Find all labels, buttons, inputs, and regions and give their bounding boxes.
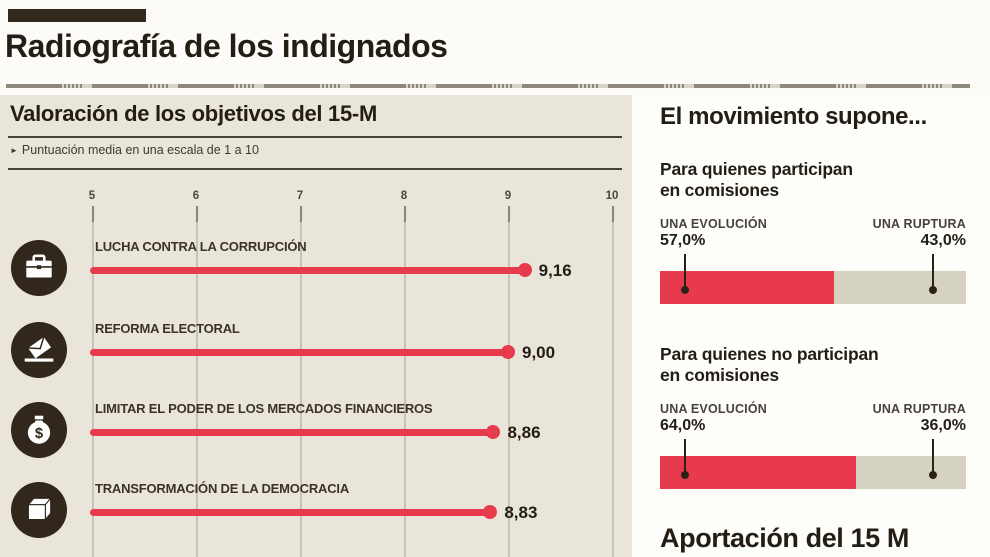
stacked-bar [660,271,966,304]
category-label: LUCHA CONTRA LA CORRUPCIÓN [95,239,307,254]
gridline [92,206,94,557]
kicker-bar [8,9,146,22]
chart-title: Valoración de los objetivos del 15-M [10,101,377,126]
ruptura-value: 36,0% [920,417,966,434]
ruptura-label: UNA RUPTURA [872,402,966,416]
axis-tick-label: 8 [400,190,408,202]
evolution-label: UNA EVOLUCIÓN [660,217,768,231]
page-title: Radiografía de los indignados [5,28,448,64]
bar-democracy [90,505,498,519]
ruptura-segment [834,271,966,304]
non-participants-section: Para quienes no participan en comisiones… [660,344,966,494]
section-heading: Para quienes no participan [660,344,879,364]
evolution-label-block: UNA EVOLUCIÓN 57,0% [660,217,767,250]
evolution-segment [660,456,856,489]
label-row: UNA EVOLUCIÓN 64,0% UNA RUPTURA 36,0% [660,402,966,435]
label-row: UNA EVOLUCIÓN 57,0% UNA RUPTURA 43,0% [660,217,966,250]
gridline [404,206,406,557]
section-heading: Para quienes participan [660,159,853,179]
participants-section: Para quienes participan en comisiones UN… [660,159,966,309]
ruptura-value: 43,0% [920,232,966,249]
value-label: 8,86 [507,423,541,442]
briefcase-icon [11,240,67,296]
movement-panel: El movimiento supone... Para quienes par… [632,95,990,557]
evolution-value: 57,0% [660,232,706,249]
ruptura-label: UNA RUPTURA [872,217,966,231]
bar-dot [501,345,515,359]
chart-subtitle: ► Puntuación media en una escala de 1 a 1… [10,143,259,157]
axis-tick-label: 10 [605,190,619,202]
section-heading: en comisiones [660,180,779,200]
category-label: TRANSFORMACIÓN DE LA DEMOCRACIA [95,481,350,496]
svg-text:$: $ [35,426,44,442]
ruptura-pointer [929,254,937,294]
objectives-chart-panel: Valoración de los objetivos del 15-M ► Pu… [0,95,632,557]
axis-tick-label: 9 [504,190,512,202]
gridline [300,206,302,557]
money-bag-icon: $ [11,402,67,458]
evolution-segment [660,271,835,304]
evolution-label-block: UNA EVOLUCIÓN 64,0% [660,402,767,435]
divider [8,136,622,138]
bar-dot [486,425,501,439]
axis-tick-label: 5 [88,190,96,202]
axis-tick-label: 6 [192,190,200,202]
bar-financial-markets [90,425,501,439]
ruptura-label-block: UNA RUPTURA 43,0% [873,217,966,250]
header-divider [6,84,970,88]
bar-dot [483,505,498,519]
gridline [196,206,198,557]
bar-electoral-reform [90,345,515,359]
evolution-pointer [681,439,689,479]
axis-tick-label: 7 [296,190,304,202]
movement-title: El movimiento supone... [660,103,927,130]
box-icon [11,482,67,538]
ruptura-segment [855,456,966,489]
divider [8,168,622,170]
value-label: 9,16 [538,261,572,280]
section-heading: en comisiones [660,365,779,385]
gridline [508,206,510,557]
contribution-title: Aportación del 15 M [660,523,909,553]
stacked-bar [660,456,966,489]
bar-corruption [90,263,532,277]
category-label: LIMITAR EL PODER DE LOS MERCADOS FINANCI… [95,401,433,416]
ruptura-label-block: UNA RUPTURA 36,0% [873,402,966,435]
bullet-arrow-icon: ► [10,145,18,155]
value-label: 8,83 [504,503,538,522]
gridline [612,206,614,557]
category-label: REFORMA ELECTORAL [95,321,240,336]
chart-subtitle-text: Puntuación media en una escala de 1 a 10 [21,143,259,157]
evolution-pointer [681,254,689,294]
ruptura-pointer [929,439,937,479]
evolution-value: 64,0% [660,417,706,434]
evolution-label: UNA EVOLUCIÓN [660,402,768,416]
value-label: 9,00 [522,343,556,362]
ballot-box-icon [11,322,67,378]
bar-dot [517,263,532,277]
